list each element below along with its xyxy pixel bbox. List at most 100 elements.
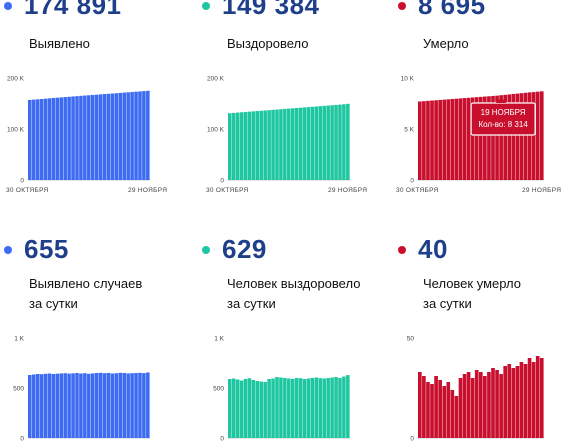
bar[interactable]	[231, 112, 236, 180]
bar[interactable]	[283, 108, 287, 180]
bar[interactable]	[426, 100, 430, 180]
bar[interactable]	[310, 106, 315, 180]
bar[interactable]	[247, 111, 252, 180]
bar[interactable]	[454, 98, 459, 180]
bar[interactable]	[75, 373, 79, 438]
bar[interactable]	[255, 381, 260, 438]
bar[interactable]	[450, 99, 455, 180]
bar[interactable]	[106, 373, 111, 438]
bar[interactable]	[527, 358, 532, 438]
bar[interactable]	[422, 376, 426, 438]
bar[interactable]	[35, 374, 40, 438]
bar[interactable]	[474, 97, 479, 180]
bar[interactable]	[259, 381, 264, 439]
bar[interactable]	[495, 370, 499, 438]
bar[interactable]	[87, 373, 91, 438]
bar[interactable]	[298, 107, 303, 180]
bar[interactable]	[326, 378, 330, 438]
bar[interactable]	[442, 386, 447, 438]
bar[interactable]	[251, 380, 256, 438]
bar[interactable]	[515, 366, 520, 438]
bar[interactable]	[519, 362, 524, 438]
bar[interactable]	[418, 101, 422, 180]
bar[interactable]	[228, 379, 232, 438]
bar[interactable]	[470, 378, 475, 438]
bar[interactable]	[523, 92, 528, 180]
bar[interactable]	[271, 378, 275, 439]
bar[interactable]	[478, 372, 483, 438]
bar[interactable]	[458, 98, 463, 180]
bar[interactable]	[243, 111, 248, 180]
bar[interactable]	[438, 99, 442, 180]
bar[interactable]	[426, 382, 430, 438]
bar[interactable]	[87, 95, 91, 180]
bar[interactable]	[539, 358, 544, 438]
bar[interactable]	[334, 104, 338, 180]
bar[interactable]	[122, 373, 126, 438]
bar[interactable]	[228, 113, 232, 180]
bar[interactable]	[531, 362, 536, 438]
bar[interactable]	[499, 95, 503, 180]
bar[interactable]	[90, 94, 95, 180]
bar[interactable]	[83, 373, 87, 438]
bar[interactable]	[51, 97, 56, 180]
bar[interactable]	[259, 110, 264, 180]
bar[interactable]	[142, 91, 146, 180]
bar[interactable]	[519, 93, 524, 180]
bar[interactable]	[35, 99, 40, 180]
bar[interactable]	[59, 97, 64, 180]
bar[interactable]	[334, 377, 338, 438]
bar[interactable]	[98, 372, 103, 438]
bar[interactable]	[55, 97, 60, 180]
bar[interactable]	[251, 111, 256, 180]
bar[interactable]	[491, 95, 495, 180]
bar[interactable]	[314, 106, 319, 180]
bar[interactable]	[338, 104, 342, 180]
bar[interactable]	[142, 373, 146, 438]
bar[interactable]	[302, 107, 307, 180]
bar[interactable]	[458, 378, 463, 438]
bar[interactable]	[346, 103, 350, 180]
bar[interactable]	[434, 376, 438, 438]
bar[interactable]	[118, 92, 123, 180]
bar[interactable]	[71, 96, 75, 180]
bar[interactable]	[55, 373, 60, 438]
bar[interactable]	[239, 112, 244, 180]
bar[interactable]	[495, 95, 499, 180]
bar[interactable]	[322, 105, 326, 180]
bar[interactable]	[294, 107, 299, 180]
bar[interactable]	[466, 97, 471, 180]
bar[interactable]	[491, 368, 495, 438]
bar[interactable]	[438, 380, 442, 438]
bar[interactable]	[43, 373, 48, 438]
bar[interactable]	[59, 373, 64, 438]
bar[interactable]	[342, 376, 346, 439]
bar[interactable]	[330, 377, 334, 439]
bar[interactable]	[422, 101, 426, 180]
bar[interactable]	[290, 379, 295, 438]
bar[interactable]	[523, 364, 528, 438]
bar[interactable]	[235, 379, 240, 439]
bar[interactable]	[487, 372, 491, 438]
bar[interactable]	[450, 390, 455, 438]
bar[interactable]	[326, 105, 330, 180]
bar[interactable]	[290, 108, 295, 180]
bar[interactable]	[146, 372, 150, 439]
bar[interactable]	[507, 364, 512, 438]
bar[interactable]	[503, 94, 508, 180]
bar[interactable]	[306, 378, 311, 439]
bar[interactable]	[130, 91, 134, 180]
bar[interactable]	[122, 92, 126, 180]
bar[interactable]	[466, 372, 471, 438]
bar[interactable]	[106, 93, 111, 180]
bar[interactable]	[298, 378, 303, 438]
bar[interactable]	[31, 99, 36, 180]
bar[interactable]	[462, 374, 467, 438]
bar[interactable]	[478, 96, 483, 180]
bar[interactable]	[239, 380, 244, 439]
bar[interactable]	[470, 97, 475, 180]
bar[interactable]	[130, 373, 134, 438]
bar[interactable]	[134, 373, 138, 438]
bar[interactable]	[442, 99, 447, 180]
bar[interactable]	[263, 382, 267, 438]
